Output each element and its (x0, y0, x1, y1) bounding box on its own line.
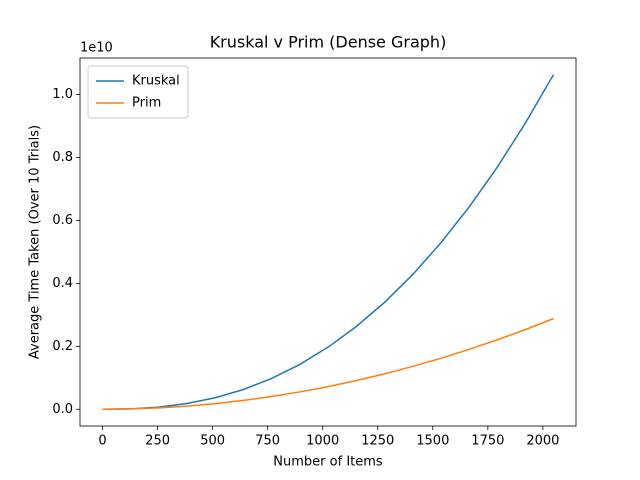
x-tick-label: 500 (200, 434, 225, 449)
x-tick-label: 250 (145, 434, 170, 449)
series-line (102, 317, 554, 411)
x-tick-label: 750 (255, 434, 280, 449)
x-tick-label: 1250 (361, 434, 394, 449)
x-tick-label: 1000 (306, 434, 339, 449)
y-offset-text: 1e10 (80, 41, 113, 56)
y-tick-label: 0.8 (52, 150, 73, 165)
x-tick-label: 1500 (416, 434, 449, 449)
x-tick-label: 0 (98, 434, 106, 449)
series-line (102, 74, 555, 411)
y-tick-label: 0.4 (52, 276, 73, 291)
chart-title: Kruskal v Prim (Dense Graph) (210, 33, 447, 52)
legend-label: Kruskal (132, 74, 180, 89)
y-tick-label: 0.0 (52, 402, 73, 417)
y-tick-label: 0.6 (52, 213, 73, 228)
legend-box (87, 65, 189, 119)
legend-label: Prim (132, 96, 161, 111)
axes-frame (79, 57, 577, 427)
x-tick-label: 2000 (526, 434, 559, 449)
y-tick-label: 1.0 (52, 87, 73, 102)
x-tick-label: 1750 (471, 434, 504, 449)
legend: Kruskal Prim (87, 65, 189, 119)
y-axis-label: Average Time Taken (Over 10 Trials) (28, 125, 43, 359)
x-axis-label: Number of Items (273, 455, 383, 470)
y-tick-label: 0.2 (52, 339, 73, 354)
